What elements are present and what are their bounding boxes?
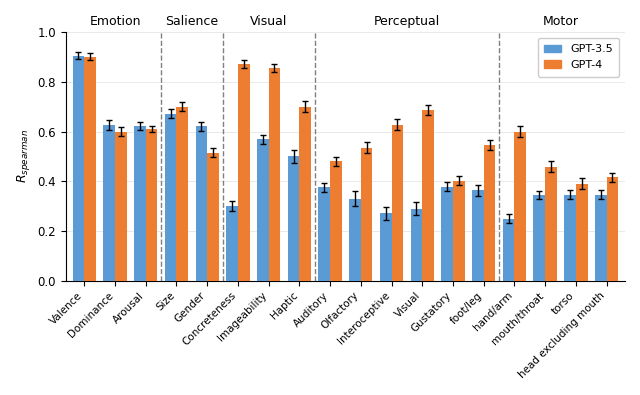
Bar bbox=[115, 132, 127, 280]
Text: Visual: Visual bbox=[250, 15, 287, 28]
Bar bbox=[330, 161, 342, 280]
Text: Emotion: Emotion bbox=[90, 15, 141, 28]
Text: Motor: Motor bbox=[543, 15, 579, 28]
Bar bbox=[361, 148, 372, 280]
Bar bbox=[165, 114, 177, 280]
Y-axis label: $R_{spearman}$: $R_{spearman}$ bbox=[15, 130, 32, 183]
Legend: GPT-3.5, GPT-4: GPT-3.5, GPT-4 bbox=[538, 38, 620, 77]
Bar bbox=[411, 209, 422, 280]
Bar bbox=[84, 56, 96, 280]
Bar bbox=[177, 107, 188, 280]
Bar bbox=[288, 156, 300, 280]
Bar bbox=[227, 205, 238, 280]
Text: Salience: Salience bbox=[165, 15, 218, 28]
Bar bbox=[576, 184, 588, 280]
Bar bbox=[104, 125, 115, 280]
Bar bbox=[564, 195, 576, 280]
Bar bbox=[349, 199, 361, 280]
Bar bbox=[269, 68, 280, 280]
Bar bbox=[319, 187, 330, 280]
Bar bbox=[515, 132, 526, 280]
Bar bbox=[257, 139, 269, 280]
Bar bbox=[422, 111, 434, 280]
Bar bbox=[196, 126, 207, 280]
Bar bbox=[534, 195, 545, 280]
Bar bbox=[380, 213, 392, 280]
Bar bbox=[442, 187, 453, 280]
Bar bbox=[453, 181, 465, 280]
Text: Perceptual: Perceptual bbox=[374, 15, 440, 28]
Bar bbox=[595, 195, 607, 280]
Bar bbox=[207, 152, 219, 280]
Bar bbox=[392, 124, 403, 280]
Bar bbox=[607, 177, 618, 280]
Bar bbox=[503, 219, 515, 280]
Bar bbox=[238, 64, 250, 280]
Bar bbox=[472, 190, 484, 280]
Bar bbox=[300, 107, 311, 280]
Bar bbox=[73, 56, 84, 280]
Bar bbox=[134, 126, 146, 280]
Bar bbox=[484, 145, 495, 280]
Bar bbox=[545, 167, 557, 280]
Bar bbox=[146, 129, 157, 280]
